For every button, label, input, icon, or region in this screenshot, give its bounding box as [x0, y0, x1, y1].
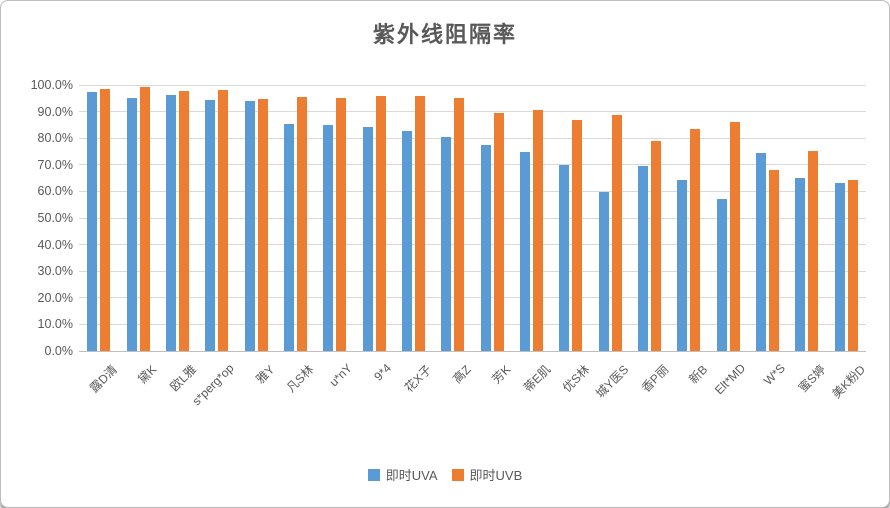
y-tick-label: 40.0% [37, 237, 73, 252]
bar-即时UVB-高Z[interactable] [454, 98, 465, 351]
legend-label: 即时UVA [385, 468, 438, 483]
bar-即时UVA-花X子[interactable] [401, 130, 412, 351]
bar-即时UVB-花X子[interactable] [414, 95, 425, 351]
x-tick-label-9*4: 9*4 [371, 361, 395, 384]
x-tick-label-露D清: 露D清 [86, 362, 121, 396]
bar-即时UVA-欧L雅[interactable] [165, 94, 176, 351]
y-tick-label: 90.0% [37, 104, 73, 119]
bar-即时UVA-Elt*MD[interactable] [716, 199, 727, 351]
x-tick-label-芳K: 芳K [489, 362, 514, 387]
plot-area [79, 84, 866, 352]
bar-即时UVA-新B[interactable] [677, 180, 688, 351]
bar-即时UVB-黛K[interactable] [139, 86, 150, 351]
bar-即时UVB-蒂E肌[interactable] [533, 110, 544, 351]
x-tick-label-欧L雅: 欧L雅 [167, 362, 199, 395]
legend-item-即时UVA[interactable]: 即时UVA [367, 465, 438, 484]
x-tick-label-蜜S婷: 蜜S婷 [795, 362, 829, 395]
gridline-50 [79, 217, 866, 219]
gridline-40 [79, 244, 866, 246]
bar-即时UVA-雅Y[interactable] [244, 101, 255, 351]
bar-即时UVA-美K粉D[interactable] [834, 182, 845, 351]
x-tick-label-高Z: 高Z [450, 362, 475, 386]
x-tick-label-u*nY: u*nY [326, 361, 355, 390]
x-tick-label-黛K: 黛K [135, 362, 160, 387]
bar-即时UVB-W*S[interactable] [769, 170, 780, 351]
x-tick-label-香P丽: 香P丽 [638, 362, 671, 395]
bar-即时UVA-城Y医S[interactable] [598, 191, 609, 351]
legend-label: 即时UVB [469, 468, 523, 483]
y-tick-label: 100.0% [30, 78, 73, 92]
x-tick-label-W*S: W*S [760, 361, 788, 388]
y-tick-label: 60.0% [37, 184, 73, 199]
x-tick-label-新B: 新B [686, 362, 711, 387]
bar-即时UVA-黛K[interactable] [126, 98, 137, 351]
bar-即时UVB-欧L雅[interactable] [178, 90, 189, 351]
bar-即时UVB-u*nY[interactable] [336, 97, 347, 351]
bar-即时UVA-露D清[interactable] [87, 92, 98, 351]
bar-即时UVA-高Z[interactable] [441, 136, 452, 351]
bar-即时UVB-城Y医S[interactable] [611, 115, 622, 351]
x-tick-label-蒂E肌: 蒂E肌 [520, 362, 553, 395]
gridline-0 [79, 350, 866, 352]
x-tick-label-美K粉D: 美K粉D [828, 362, 868, 402]
x-tick-label-Elt*MD: Elt*MD [711, 361, 749, 398]
gridline-20 [79, 297, 866, 299]
y-tick-label: 80.0% [37, 131, 73, 146]
bar-即时UVA-9*4[interactable] [362, 127, 373, 351]
y-tick-label: 50.0% [37, 211, 73, 225]
bar-即时UVA-蜜S婷[interactable] [795, 177, 806, 351]
x-tick-label-优S林: 优S林 [559, 362, 593, 395]
y-tick-label: 70.0% [37, 157, 73, 172]
bar-即时UVB-Elt*MD[interactable] [729, 121, 740, 351]
bar-即时UVB-露D清[interactable] [100, 89, 111, 351]
bar-即时UVB-s*perg*op[interactable] [218, 89, 229, 351]
bar-即时UVA-凡S林[interactable] [283, 124, 294, 351]
gridline-10 [79, 323, 866, 325]
y-tick-label: 10.0% [37, 317, 73, 332]
bar-即时UVA-优S林[interactable] [559, 164, 570, 351]
bar-即时UVB-蜜S婷[interactable] [808, 150, 819, 351]
x-tick-label-凡S林: 凡S林 [284, 362, 317, 395]
bar-即时UVB-新B[interactable] [690, 128, 701, 351]
chart-title: 紫外线阻隔率 [372, 22, 517, 47]
bar-即时UVB-香P丽[interactable] [651, 140, 662, 351]
legend-swatch-icon [451, 468, 464, 481]
legend: 即时UVA 即时UVB [1, 465, 889, 484]
bar-即时UVA-u*nY[interactable] [323, 124, 334, 351]
bar-即时UVA-芳K[interactable] [480, 144, 491, 351]
bar-即时UVB-9*4[interactable] [375, 96, 386, 351]
gridline-30 [79, 270, 866, 272]
bar-即时UVA-香P丽[interactable] [638, 165, 649, 351]
bar-即时UVB-美K粉D[interactable] [847, 179, 858, 351]
bar-即时UVB-雅Y[interactable] [257, 98, 268, 351]
bar-即时UVA-s*perg*op[interactable] [205, 99, 216, 351]
legend-item-即时UVB[interactable]: 即时UVB [451, 465, 523, 484]
gridline-100 [79, 84, 866, 86]
x-tick-label-雅Y: 雅Y [253, 362, 278, 387]
y-tick-label: 30.0% [37, 264, 73, 279]
bar-即时UVB-优S林[interactable] [572, 119, 583, 351]
x-tick-label-s*perg*op: s*perg*op [189, 361, 237, 409]
bar-即时UVB-芳K[interactable] [493, 112, 504, 351]
gridline-80 [79, 137, 866, 139]
gridline-90 [79, 111, 866, 113]
bar-即时UVB-凡S林[interactable] [296, 96, 307, 351]
gridline-60 [79, 190, 866, 192]
legend-swatch-icon [367, 468, 380, 481]
x-tick-label-城Y医S: 城Y医S [593, 362, 632, 401]
x-tick-label-花X子: 花X子 [402, 362, 435, 395]
bar-即时UVA-蒂E肌[interactable] [520, 152, 531, 351]
y-tick-label: 20.0% [37, 290, 73, 305]
y-tick-label: 0.0% [44, 344, 74, 358]
gridline-70 [79, 164, 866, 166]
bar-即时UVA-W*S[interactable] [756, 153, 767, 351]
